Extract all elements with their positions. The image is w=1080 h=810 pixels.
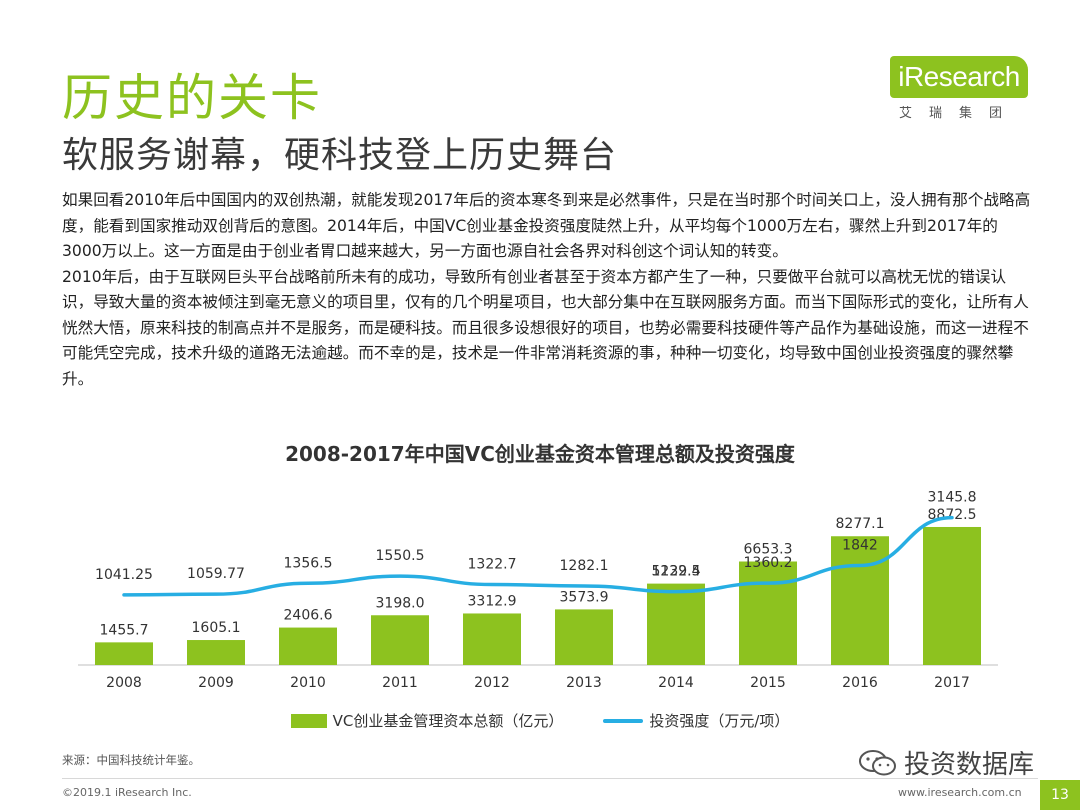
bar	[279, 627, 337, 665]
bar-value-label: 3198.0	[376, 595, 425, 611]
bar	[187, 640, 245, 665]
watermark-text: 投资数据库	[904, 750, 1035, 780]
legend-swatch-line	[603, 718, 644, 723]
wechat-icon	[859, 749, 896, 775]
line-value-label: 1842	[842, 537, 878, 553]
bar-value-label: 3573.9	[560, 589, 609, 605]
x-tick-label: 2013	[566, 675, 602, 691]
x-tick-label: 2009	[198, 675, 234, 691]
legend-label-line: 投资强度（万元/项）	[649, 712, 790, 730]
chart-title: 2008-2017年中国VC创业基金资本管理总额及投资强度	[285, 442, 795, 466]
x-tick-label: 2011	[382, 675, 418, 691]
chart: 1455.7 2008 1605.1 2009 2406.6 2010 3198.0 2011…	[78, 490, 998, 691]
x-tick-label: 2014	[658, 675, 694, 691]
logo-subtitle: 艾瑞集团	[898, 106, 1019, 121]
legend-swatch-bar	[290, 713, 327, 728]
line-value-label: 1129.5	[652, 564, 701, 580]
page-title: 历史的关卡	[62, 69, 322, 127]
page-subtitle: 软服务谢幕，硬科技登上历史舞台	[62, 135, 618, 176]
bar	[647, 583, 705, 665]
line-value-label: 1282.1	[560, 558, 609, 574]
x-tick-label: 2015	[750, 675, 786, 691]
legend-label-bar: VC创业基金管理资本总额（亿元）	[332, 712, 564, 730]
series-line	[122, 515, 954, 597]
bar-value-label: 1605.1	[192, 620, 241, 636]
legend-item-bar: VC创业基金管理资本总额（亿元）	[290, 710, 564, 731]
x-tick-label: 2010	[290, 675, 326, 691]
source-note: 来源：中国科技统计年鉴。	[62, 753, 200, 767]
line-value-label: 1059.77	[187, 566, 245, 582]
page-number: 13	[1040, 780, 1080, 810]
line-value-label: 1360.2	[744, 555, 793, 571]
line-value-label: 1322.7	[468, 557, 517, 573]
bar-value-label: 8277.1	[836, 516, 885, 532]
bar	[95, 642, 153, 665]
chart-legend: VC创业基金管理资本总额（亿元） 投资强度（万元/项）	[0, 710, 1080, 731]
bar	[923, 526, 981, 665]
bar-value-label: 5232.4	[652, 564, 701, 580]
line-value-label: 1041.25	[95, 567, 153, 583]
x-tick-label: 2016	[842, 675, 878, 691]
body-text: 如果回看2010年后中国国内的双创热潮，就能发现2017年后的资本寒冬到来是必然…	[62, 188, 1037, 392]
watermark: 投资数据库	[858, 744, 1034, 781]
bar-value-label: 6653.3	[744, 542, 793, 558]
logo-wordmark: iResearch	[890, 56, 1028, 98]
line-value-label: 1356.5	[284, 555, 333, 571]
x-tick-label: 2017	[934, 675, 970, 691]
legend-item-line: 投资强度（万元/项）	[603, 710, 789, 731]
bar-value-label: 1455.7	[100, 622, 149, 638]
bar	[463, 613, 521, 665]
bar	[371, 615, 429, 665]
x-tick-label: 2012	[474, 675, 510, 691]
bar	[555, 609, 613, 665]
bar	[739, 561, 797, 665]
line-value-label: 3145.8	[928, 490, 977, 506]
footer-copyright: ©2019.1 iResearch Inc.	[62, 786, 192, 799]
iresearch-logo: iResearch 艾瑞集团	[890, 56, 1030, 126]
footer-divider	[62, 778, 1038, 779]
bar-value-label: 3312.9	[468, 593, 517, 609]
line-value-label: 1550.5	[376, 548, 425, 564]
bar	[831, 536, 889, 665]
x-tick-label: 2008	[106, 675, 142, 691]
paragraph: 2010年后，由于互联网巨头平台战略前所未有的成功，导致所有创业者甚至于资本方都…	[62, 267, 1029, 388]
footer-site: www.iresearch.com.cn	[898, 786, 1022, 799]
paragraph: 如果回看2010年后中国国内的双创热潮，就能发现2017年后的资本寒冬到来是必然…	[62, 191, 1031, 260]
bar-value-label: 2406.6	[284, 608, 333, 624]
